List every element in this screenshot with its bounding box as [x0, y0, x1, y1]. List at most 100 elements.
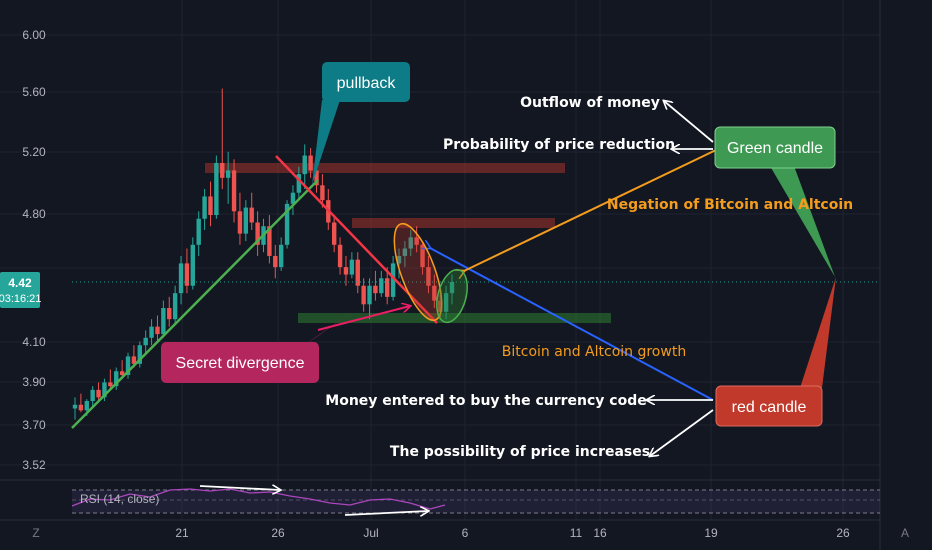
rsi-divergence-arrow-high: [199, 486, 280, 490]
candle-body: [84, 401, 89, 411]
candle-body: [243, 207, 249, 234]
price-tick-label: 4.10: [22, 335, 46, 349]
rsi-pane[interactable]: RSI (14, close): [71, 486, 880, 515]
candle-body: [443, 293, 449, 312]
candle-body: [155, 326, 160, 335]
money-entered-text: Money entered to buy the currency code: [325, 393, 646, 409]
candle-body: [78, 404, 84, 411]
rsi-divergence-arrow-low: [344, 511, 428, 515]
green-candle-highlight: [436, 268, 468, 324]
candle-body: [267, 226, 272, 256]
candle-body: [426, 267, 431, 286]
candlestick-series: [72, 88, 455, 420]
resistance-zone-upper: [205, 163, 565, 173]
time-tick-label: Jul: [363, 526, 378, 540]
candle-body: [196, 218, 201, 245]
candle-body: [420, 244, 425, 268]
time-tick-label: 21: [175, 526, 189, 540]
candle-body: [237, 211, 243, 234]
candle-body: [337, 244, 343, 268]
price-tick-label: 3.90: [22, 375, 46, 389]
candle-body: [296, 174, 302, 193]
price-tick-label: 6.00: [22, 28, 46, 42]
divergence-arrow: [317, 306, 410, 331]
candle-body: [343, 267, 349, 275]
time-tick-label: 26: [271, 526, 285, 540]
candle-body: [249, 207, 254, 223]
arrow-to-outflow: [664, 101, 714, 143]
time-tick-label: 11: [570, 526, 583, 540]
candle-body: [72, 404, 78, 409]
arrow-to-price-increase: [650, 409, 714, 456]
candle-body: [361, 285, 366, 305]
candle-body: [402, 248, 408, 256]
zoom-reset-button[interactable]: Z: [32, 526, 39, 540]
candle-body: [114, 371, 119, 387]
candle-body: [438, 300, 443, 312]
price-tick-label: 5.20: [22, 145, 46, 159]
candle-body: [379, 278, 384, 294]
secret-divergence-label: Secret divergence: [176, 355, 305, 372]
time-tick-label: 6: [462, 526, 469, 540]
secret-divergence-callout[interactable]: Secret divergence: [161, 306, 410, 383]
candle-body: [119, 371, 125, 375]
green-candle-callout[interactable]: Green candle: [714, 126, 836, 277]
pullback-label: pullback: [337, 75, 397, 92]
candle-body: [367, 285, 372, 305]
candle-body: [208, 196, 213, 216]
candle-body: [143, 337, 148, 346]
candle-body: [190, 244, 196, 286]
red-candle-callout[interactable]: red candle: [715, 277, 836, 427]
candle-body: [308, 155, 313, 171]
rsi-line: [71, 488, 446, 510]
candle-body: [108, 382, 113, 387]
candle-body: [290, 192, 296, 204]
time-tick-label: 26: [836, 526, 850, 540]
candle-body: [278, 244, 284, 268]
red-candle-label: red candle: [732, 399, 807, 416]
candle-body: [449, 282, 455, 294]
candle-body: [408, 237, 413, 249]
resistance-zone-lower: [352, 218, 555, 228]
time-axis[interactable]: 21 26 Jul 6 11 16 19 26: [175, 526, 850, 540]
candle-body: [131, 356, 137, 364]
candle-body: [184, 263, 190, 286]
candle-body: [355, 259, 360, 286]
price-tick-label: 4.80: [22, 207, 46, 221]
candle-body: [320, 185, 325, 201]
candle-body: [432, 285, 437, 301]
probability-reduction-text: Probability of price reduction: [443, 137, 675, 153]
green-candle-pointer-line[interactable]: [464, 149, 717, 271]
rsi-band-fill: [72, 490, 880, 513]
candle-body: [167, 308, 172, 320]
candle-body: [178, 263, 184, 294]
negation-text: Negation of Bitcoin and Altcoin: [607, 197, 853, 213]
chart-grid: [0, 0, 880, 520]
candle-body: [96, 389, 101, 398]
candle-body: [161, 308, 166, 335]
price-axis[interactable]: 6.00 5.60 5.20 4.80 4.10 3.90 3.70 3.52: [22, 28, 46, 472]
uptrend-line[interactable]: [71, 179, 319, 429]
candle-body: [273, 255, 278, 268]
candle-body: [220, 162, 225, 178]
candle-body: [390, 263, 396, 297]
price-tick-label: 3.70: [22, 418, 46, 432]
candle-body: [385, 278, 390, 297]
support-zone: [298, 313, 611, 323]
red-candle-pointer-line[interactable]: [430, 248, 714, 401]
auto-scale-button[interactable]: A: [901, 526, 909, 540]
possibility-increase-text: The possibility of price increases: [390, 444, 650, 460]
candle-body: [137, 345, 142, 364]
candle-body: [331, 222, 337, 245]
candle-body: [90, 389, 95, 402]
candle-body: [314, 170, 319, 186]
candle-body: [125, 356, 131, 375]
candle-body: [214, 162, 219, 216]
candle-body: [414, 237, 419, 245]
pullback-callout[interactable]: pullback: [312, 62, 410, 185]
current-price-value: 4.42: [8, 276, 32, 290]
candle-body: [302, 155, 307, 175]
candle-body: [396, 255, 402, 264]
outflow-text: Outflow of money: [520, 95, 660, 111]
